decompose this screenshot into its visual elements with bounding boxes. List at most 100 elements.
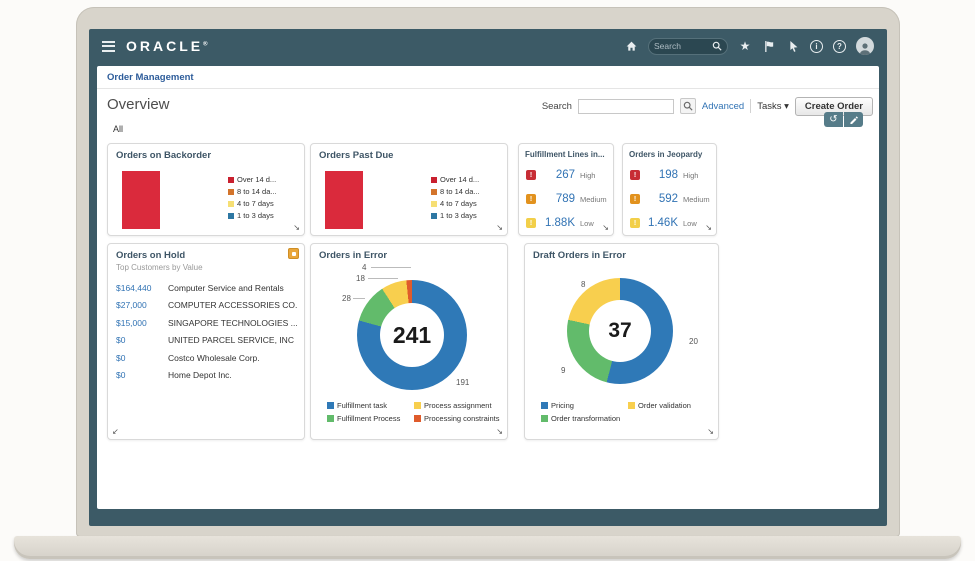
global-search[interactable] [648,38,728,55]
slice-label: 9 [561,366,565,375]
slice-label: 8 [581,280,585,289]
chart-legend: Over 14 d... 8 to 14 da... 4 to 7 days 1… [431,175,480,223]
list-item: $164,440Computer Service and Rentals [116,279,298,297]
search-button[interactable] [680,98,696,114]
header-actions: ★ i ? [624,37,874,55]
legend-swatch [228,213,234,219]
error-icon [526,170,536,180]
cursor-icon[interactable] [786,39,800,53]
page-content: Order Management Overview Search Advance… [97,66,879,509]
slice-label: 28 [342,294,351,303]
legend-swatch [414,402,421,409]
leader-line [371,267,411,268]
search-icon [683,101,693,111]
legend-item: 8 to 14 da... [228,187,277,196]
legend-item: 1 to 3 days [431,211,480,220]
expand-icon[interactable]: ↘ [705,224,712,232]
kpi-label: High [683,171,711,180]
help-icon[interactable]: ? [833,40,846,53]
bar-over-14-days[interactable] [325,171,363,229]
kpi-row-medium: 789 Medium [526,193,608,205]
slice-label: 18 [356,274,365,283]
hold-warning-icon[interactable] [288,248,299,259]
tasks-menu[interactable]: Tasks ▾ [757,101,789,112]
info-icon[interactable]: i [810,40,823,53]
slice-label: 191 [456,378,469,387]
legend-item: Process assignment [414,401,499,410]
expand-icon[interactable]: ↘ [293,224,300,232]
view-actions: ↺ [824,112,863,127]
kpi-value[interactable]: 592 [645,193,678,205]
legend-item: Fulfillment Process [327,414,400,423]
legend-item: Over 14 d... [431,175,480,184]
pencil-icon [849,115,858,124]
customer-name: Home Depot Inc. [168,370,232,380]
card-title: Orders Past Due [319,150,393,161]
menu-icon[interactable] [102,41,115,52]
card-title: Fulfillment Lines in... [525,150,605,159]
expand-icon[interactable]: ↘ [496,224,503,232]
kpi-value[interactable]: 198 [645,169,678,181]
customer-name: SINGAPORE TECHNOLOGIES ... [168,318,298,328]
laptop-base [14,536,961,559]
card-fulfillment-lines: Fulfillment Lines in... 267 High 789 Med… [518,143,614,236]
hold-value-link[interactable]: $15,000 [116,318,168,328]
chart-legend: Fulfillment task Fulfillment Process [327,401,400,427]
global-search-input[interactable] [654,41,712,51]
legend-swatch [628,402,635,409]
watchlist-flag-icon[interactable] [762,39,776,53]
filter-tab-all[interactable]: All [113,124,123,134]
legend-swatch [327,415,334,422]
advanced-link[interactable]: Advanced [702,101,744,112]
kpi-value[interactable]: 267 [541,169,575,181]
customer-name: UNITED PARCEL SERVICE, INC [168,335,294,345]
favorites-star-icon[interactable]: ★ [738,39,752,53]
expand-icon[interactable]: ↘ [602,224,609,232]
card-title: Orders on Backorder [116,150,211,161]
legend-item: Pricing [541,401,620,410]
warning-icon [526,194,536,204]
hold-value-link[interactable]: $27,000 [116,300,168,310]
card-orders-past-due: Orders Past Due Over 14 d... 8 to 14 da.… [310,143,508,236]
legend-item: 8 to 14 da... [431,187,480,196]
hold-value-link[interactable]: $0 [116,353,168,363]
orders-in-error-donut-chart[interactable] [357,280,467,390]
expand-icon[interactable]: ↘ [496,428,503,436]
expand-icon[interactable]: ↙ [112,428,119,436]
search-input[interactable] [578,99,674,114]
home-icon[interactable] [624,39,638,53]
edit-layout-button[interactable] [844,112,863,127]
card-title: Orders in Error [319,250,387,261]
low-severity-icon [630,218,640,228]
hold-value-link[interactable]: $0 [116,370,168,380]
list-item: $27,000COMPUTER ACCESSORIES CO... [116,297,298,315]
laptop-mockup: ORACLE® ★ i [0,0,975,561]
legend-item: Order transformation [541,414,620,423]
expand-icon[interactable]: ↘ [707,428,714,436]
hold-value-link[interactable]: $164,440 [116,283,168,293]
legend-item: Order validation [628,401,691,410]
draft-orders-donut-chart[interactable] [567,278,673,384]
kpi-value[interactable]: 1.88K [541,217,575,229]
page-title: Overview [107,96,170,113]
legend-swatch [228,201,234,207]
kpi-value[interactable]: 789 [541,193,575,205]
card-orders-in-error: Orders in Error 241 4 18 28 191 Fulfillm… [310,243,508,440]
card-orders-in-jeopardy: Orders in Jeopardy 198 High 592 Medium 1… [622,143,717,236]
legend-item: 4 to 7 days [228,199,277,208]
kpi-value[interactable]: 1.46K [645,217,678,229]
bar-over-14-days[interactable] [122,171,160,229]
low-severity-icon [526,218,536,228]
card-subtitle: Top Customers by Value [116,263,203,272]
user-avatar[interactable] [856,37,874,55]
refresh-button[interactable]: ↺ [824,112,843,127]
card-title: Orders on Hold [116,250,185,261]
breadcrumb[interactable]: Order Management [107,72,194,83]
list-item: $0Home Depot Inc. [116,367,298,385]
card-orders-on-hold: Orders on Hold Top Customers by Value $1… [107,243,305,440]
hold-value-link[interactable]: $0 [116,335,168,345]
legend-item: 1 to 3 days [228,211,277,220]
app-header: ORACLE® ★ i [89,29,887,63]
legend-swatch [431,201,437,207]
slice-label: 20 [689,337,698,346]
